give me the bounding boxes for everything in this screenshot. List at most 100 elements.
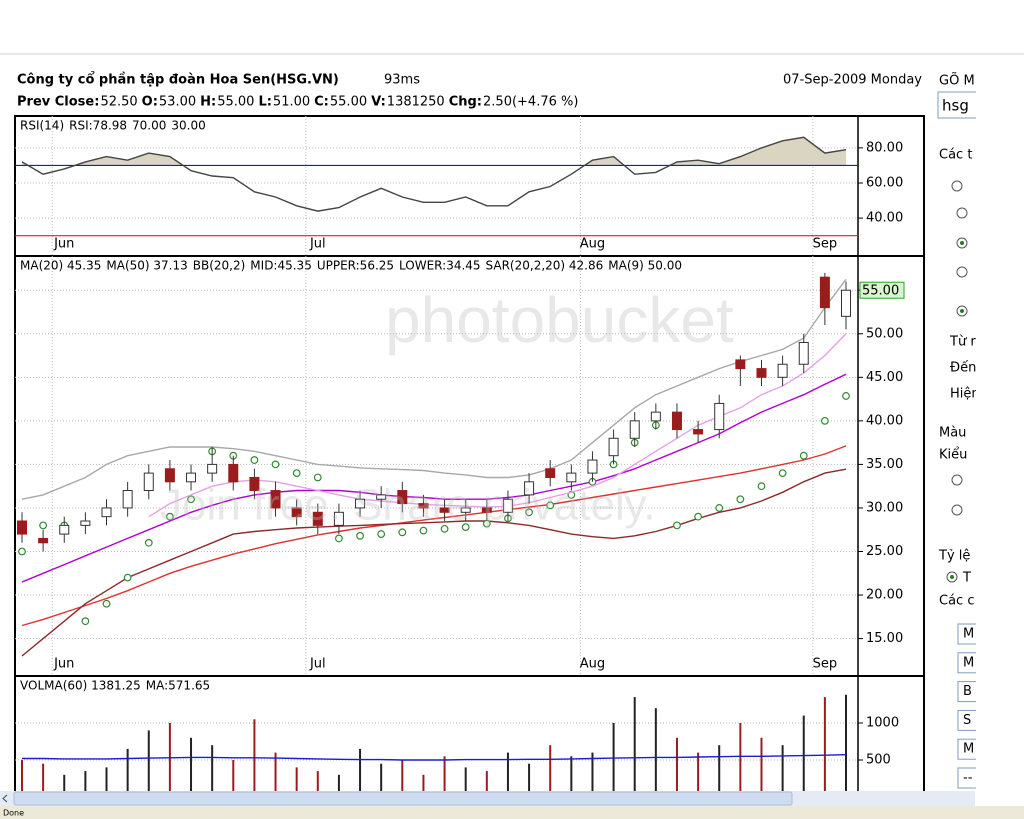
candle-body — [481, 507, 492, 513]
form-label: Tỷ lệ — [938, 549, 970, 564]
y-tick-label: 30.00 — [866, 500, 903, 515]
volume-bar — [232, 759, 235, 797]
scroll-left-arrow[interactable] — [2, 794, 8, 803]
sar-point — [461, 523, 470, 532]
y-tick-label: 80.00 — [866, 140, 903, 155]
option-text: S — [963, 713, 971, 728]
quote-label: O: — [142, 95, 158, 110]
volume-bar — [549, 745, 552, 797]
volume-bar — [591, 752, 594, 797]
sar-point — [694, 512, 703, 521]
candle-body — [460, 507, 471, 513]
candle-body — [714, 402, 725, 431]
volume-bar — [633, 697, 636, 797]
indicator-line — [22, 754, 847, 761]
candle-body — [312, 511, 323, 526]
radio[interactable] — [951, 474, 963, 486]
sidebar-title: GÕ M — [939, 73, 975, 89]
volume-bar — [105, 767, 108, 797]
radio[interactable] — [951, 180, 963, 192]
candle-body — [693, 429, 704, 435]
volume-bar — [359, 748, 362, 797]
quote-value: 53.00 — [159, 95, 196, 110]
candle-body — [756, 368, 767, 378]
candle-body — [798, 341, 809, 365]
radio[interactable] — [951, 504, 963, 516]
radio[interactable] — [956, 207, 968, 219]
volume-bar — [485, 771, 488, 797]
sar-point — [440, 524, 449, 533]
section-label: Các t — [939, 148, 972, 163]
sar-point — [18, 547, 26, 556]
candle-body — [186, 472, 197, 483]
candle-body — [59, 524, 70, 535]
candle-body — [545, 468, 556, 478]
sar-point — [271, 460, 280, 469]
x-tick-label: Jun — [53, 237, 74, 252]
sar-point — [419, 526, 428, 535]
candle-body — [819, 276, 830, 309]
candle-body — [122, 490, 133, 509]
candle-body — [333, 511, 344, 526]
volume-bar — [422, 774, 425, 797]
scrollbar-thumb[interactable] — [13, 791, 793, 806]
candle-body — [207, 463, 218, 474]
status-bar — [0, 806, 1024, 819]
status-text: Done — [3, 809, 24, 818]
indicator-line — [21, 136, 847, 212]
candle-body — [524, 481, 535, 496]
candle-body — [671, 411, 682, 431]
candle-body — [735, 359, 746, 370]
volume-bar — [739, 722, 742, 797]
candle-body — [249, 476, 260, 492]
x-tick-label: Sep — [813, 237, 838, 252]
candle-body — [587, 459, 598, 474]
candle-body — [841, 289, 851, 317]
form-label: Màu — [939, 426, 966, 441]
candle-body — [228, 463, 239, 483]
quote-label: V: — [371, 95, 386, 110]
watermark-slogan: Join free. Share privately. — [160, 481, 656, 530]
volume-bar — [675, 737, 678, 797]
page-margin — [976, 56, 1024, 791]
legend-entry: MA(20) 45.35 — [20, 259, 101, 273]
panel-frame — [14, 675, 925, 801]
sar-point — [736, 495, 745, 504]
option-text: M — [963, 655, 974, 670]
legend-entry: MA:571.65 — [146, 679, 210, 693]
sar-point — [356, 531, 364, 540]
volume-bar — [570, 756, 573, 797]
sar-point — [165, 512, 174, 521]
sar-point — [820, 416, 829, 425]
sar-point — [187, 495, 195, 504]
form-label: Hiện — [950, 387, 980, 402]
quote-value: 55.00 — [330, 95, 367, 110]
radio[interactable] — [956, 266, 968, 278]
sar-point — [144, 538, 153, 547]
volume-bar — [126, 748, 129, 797]
volume-bar — [781, 745, 784, 797]
quote-label: L: — [258, 95, 271, 110]
radio-dot — [950, 575, 954, 579]
volume-bar — [464, 767, 467, 797]
radio-dot — [960, 309, 964, 313]
sar-point — [123, 573, 132, 582]
volume-bar — [612, 722, 615, 797]
charts: Prev Close: 52.50 O: 53.00 H: 55.00 L: 51.00 C: 5… — [14, 95, 925, 801]
legend-entry: SAR(20,2,20) 42.86 — [486, 259, 604, 273]
y-tick-label: 20.00 — [866, 588, 903, 603]
legend-entry: MA(50) 37.13 — [106, 259, 187, 273]
sar-point — [39, 521, 48, 530]
section-label: Các c — [939, 594, 974, 609]
option-text: M — [963, 742, 974, 757]
legend-entry: 30.00 — [171, 119, 205, 133]
quote-label: Prev Close: — [17, 95, 99, 110]
candle-body — [397, 490, 408, 505]
sar-point — [377, 530, 386, 538]
symbol-input-text[interactable]: hsg — [942, 97, 969, 115]
x-tick-label: Aug — [580, 237, 605, 252]
candle-body — [502, 498, 513, 513]
watermark-brand: photobucket — [385, 284, 734, 356]
volume-bar — [401, 759, 404, 797]
